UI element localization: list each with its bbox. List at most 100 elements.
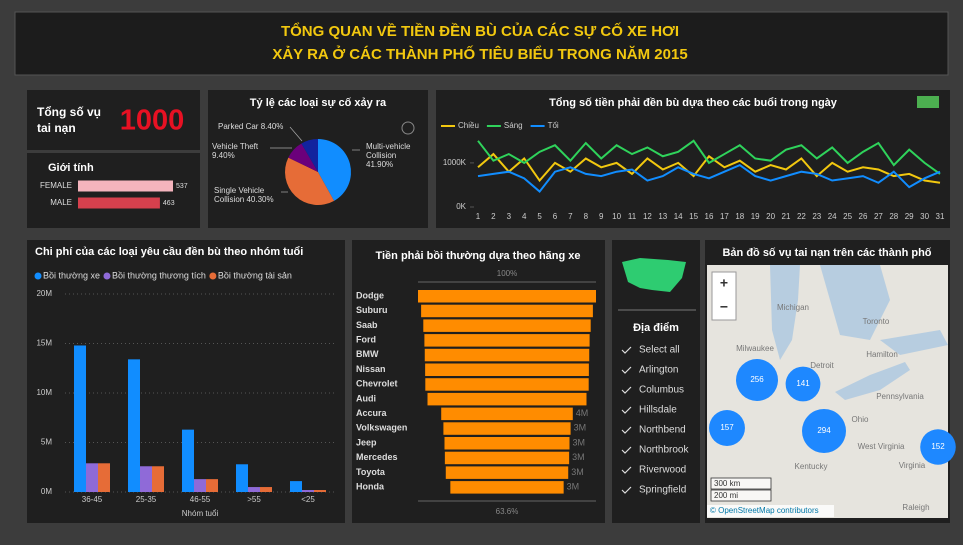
scale-bar [710, 477, 772, 490]
bar [140, 466, 152, 492]
y-tick-label: 15M [36, 339, 52, 348]
map-cluster[interactable] [920, 429, 956, 465]
bar [128, 359, 140, 492]
legend-marker [34, 272, 42, 280]
funnel-bar [421, 304, 593, 318]
map-cluster[interactable] [709, 410, 745, 446]
bar [236, 464, 248, 492]
place-label: Detroit [810, 361, 834, 370]
x-tick-label: 13 [658, 212, 667, 221]
attribution-box [707, 505, 834, 517]
zoom-control[interactable] [711, 271, 737, 321]
funnel-bar [425, 363, 589, 376]
slicer-item[interactable]: Columbus [639, 385, 684, 396]
x-tick-label: 30 [920, 212, 929, 221]
legend-label: Bồi thường thương tích [112, 270, 206, 280]
checkbox[interactable] [621, 406, 632, 414]
checkbox[interactable] [621, 486, 632, 494]
slicer-item[interactable]: Hillsdale [639, 405, 677, 416]
lake [820, 265, 890, 340]
funnel-bar [443, 422, 571, 435]
bar [74, 345, 86, 492]
header-panel [14, 11, 949, 76]
map-cluster[interactable] [736, 359, 778, 401]
place-label: Virginia [899, 461, 926, 470]
header-title: TỔNG QUAN VỀ TIỀN ĐỀN BÙ CỦA CÁC SỰ CỐ X… [281, 22, 679, 40]
checkbox[interactable] [621, 366, 632, 374]
funnel-bar [450, 481, 564, 494]
y-tick-label: 0M [41, 487, 52, 496]
place-label: Hamilton [866, 350, 898, 359]
category-label: Audi [356, 393, 376, 403]
pie-label: Vehicle Theft 9.40% [212, 142, 270, 160]
pie-category: Multi-vehicle Collision [366, 142, 411, 160]
category-label: Volkswagen [356, 423, 407, 433]
scale-bar [710, 489, 772, 502]
kpi-value: 1000 [120, 105, 185, 137]
x-tick-label: 21 [782, 212, 791, 221]
slicer-item[interactable]: Northbrook [639, 445, 689, 456]
zoom-in[interactable]: + [720, 275, 728, 291]
slicer-item[interactable]: Select all [639, 345, 680, 356]
header-title: XẢY RA Ở CÁC THÀNH PHỐ TIÊU BIỂU TRONG N… [272, 45, 687, 63]
pie-label: Single Vehicle Collision 40.30% [214, 186, 276, 204]
x-tick-label: 27 [874, 212, 883, 221]
category-label: Mercedes [356, 452, 398, 462]
bar [206, 479, 218, 492]
checkbox[interactable] [621, 346, 632, 354]
bar [194, 479, 206, 492]
slicer-item[interactable]: Springfield [639, 485, 686, 496]
map-cluster[interactable] [802, 409, 846, 453]
funnel-bar [418, 290, 596, 303]
checkbox[interactable] [621, 466, 632, 474]
cluster-label: 141 [796, 379, 810, 388]
map-attribution[interactable]: © OpenStreetMap contributors [710, 506, 819, 515]
zoom-out[interactable]: − [720, 299, 728, 315]
pie-slice [285, 157, 335, 205]
category-label: Honda [356, 481, 385, 491]
checkbox[interactable] [621, 426, 632, 434]
bar [314, 490, 326, 492]
bar [290, 481, 302, 492]
lake [835, 362, 910, 400]
x-tick-label: >55 [247, 495, 261, 504]
kpi-panel [27, 90, 200, 150]
leader-line [289, 126, 303, 142]
map-cluster[interactable] [785, 366, 821, 402]
bar-label: MALE [50, 198, 72, 207]
x-tick-label: 3 [507, 212, 512, 221]
category-label: Accura [356, 408, 388, 418]
checkbox[interactable] [621, 386, 632, 394]
pie-slice [318, 139, 352, 201]
x-tick-label: 15 [689, 212, 698, 221]
funnel-bar [423, 319, 591, 332]
funnel-bar [445, 466, 569, 479]
bar [86, 463, 98, 492]
bar [78, 180, 173, 192]
legend-label: Sáng [504, 121, 523, 130]
slicer-item[interactable]: Arlington [639, 365, 678, 376]
x-tick-label: 24 [828, 212, 837, 221]
chart-title: Giới tính [48, 162, 94, 174]
pie-label: Parked Car 8.40% [218, 122, 298, 131]
bar [152, 466, 164, 492]
value-label: 3M [572, 452, 585, 462]
value-label: 3M [573, 437, 586, 447]
pie-category: Parked Car [218, 122, 259, 131]
x-tick-label: 16 [705, 212, 714, 221]
bar [302, 490, 314, 492]
place-label: Raleigh [902, 503, 929, 512]
x-tick-label: 10 [612, 212, 621, 221]
checkbox[interactable] [621, 446, 632, 454]
slicer-item[interactable]: Northbend [639, 425, 686, 436]
slicer-item[interactable]: Riverwood [639, 465, 686, 476]
lake [770, 265, 800, 360]
cluster-label: 294 [817, 426, 831, 435]
legend-marker [103, 272, 111, 280]
pie-value-label: 41.90% [366, 160, 394, 169]
chart-title: Chi phí của các loại yêu cầu đền bù theo… [35, 246, 303, 258]
pie-value-label: 40.30% [246, 195, 274, 204]
help-icon[interactable] [401, 121, 415, 135]
bar [248, 487, 260, 492]
